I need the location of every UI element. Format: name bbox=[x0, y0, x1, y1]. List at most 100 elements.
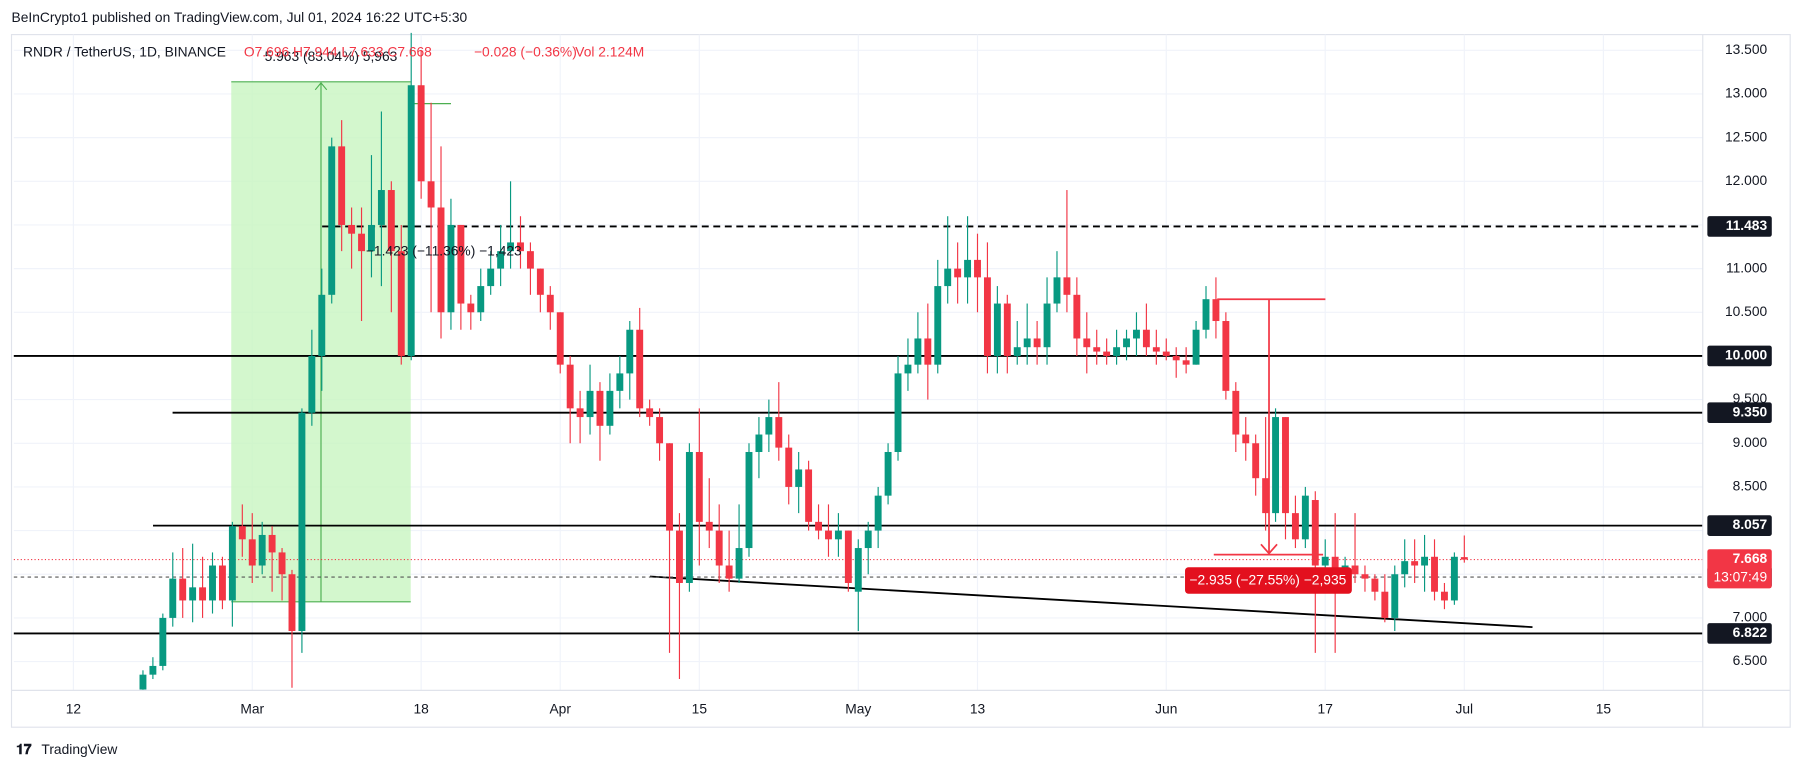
candle-body bbox=[1192, 329, 1200, 365]
candle-body bbox=[189, 587, 197, 601]
candle-body bbox=[427, 181, 435, 208]
candle-body bbox=[238, 526, 246, 540]
candle-body bbox=[616, 373, 624, 391]
level-label-box bbox=[1707, 345, 1772, 367]
candle-body bbox=[1431, 556, 1438, 592]
candle-body bbox=[437, 207, 445, 313]
candle-body bbox=[1083, 338, 1091, 348]
y-tick-label: 12.000 bbox=[1725, 173, 1768, 188]
last-price-box bbox=[1707, 549, 1772, 589]
candle-body bbox=[517, 242, 524, 252]
x-tick-label: Jul bbox=[1455, 702, 1473, 717]
candle-body bbox=[1073, 294, 1081, 339]
candle-body bbox=[974, 259, 981, 278]
candle-body bbox=[447, 224, 455, 313]
level-label: 9.350 bbox=[1733, 404, 1768, 419]
candle-body bbox=[755, 434, 763, 452]
candle-body bbox=[348, 224, 356, 234]
candle-body bbox=[169, 578, 177, 618]
level-label: 6.822 bbox=[1733, 625, 1768, 640]
candle-body bbox=[1401, 561, 1409, 575]
drop-arrow-head bbox=[1260, 543, 1278, 555]
y-tick-label: 13.000 bbox=[1725, 86, 1768, 101]
candle-body bbox=[1222, 321, 1230, 391]
candle-body bbox=[1142, 329, 1150, 348]
candle-body bbox=[944, 268, 952, 287]
candle-body bbox=[338, 146, 346, 225]
candle-body bbox=[725, 565, 733, 579]
candle-body bbox=[1351, 565, 1359, 575]
candle-body bbox=[785, 447, 793, 487]
candle-body bbox=[1232, 390, 1240, 435]
level-label-box bbox=[1707, 216, 1772, 237]
candle-body bbox=[526, 251, 534, 269]
candle-body bbox=[1212, 299, 1220, 322]
candle-body bbox=[576, 408, 584, 418]
x-tick-label: 12 bbox=[66, 702, 81, 717]
candle-body bbox=[805, 469, 813, 522]
y-tick-label: 7.000 bbox=[1733, 610, 1768, 625]
candle-body bbox=[159, 617, 167, 666]
candle-body bbox=[1252, 443, 1260, 479]
candle-body bbox=[546, 294, 554, 313]
last-price-label: 7.668 bbox=[1733, 551, 1768, 566]
candle-body bbox=[298, 412, 306, 632]
x-tick-label: 15 bbox=[1596, 702, 1612, 717]
change: −0.028 (−0.36%) bbox=[474, 45, 577, 60]
candle-body bbox=[1421, 556, 1429, 566]
candle-body bbox=[1272, 417, 1280, 514]
candle-body bbox=[844, 530, 852, 583]
candle-body bbox=[497, 251, 505, 269]
x-tick-label: Jun bbox=[1155, 702, 1177, 717]
published-note: BeInCrypto1 published on TradingView.com… bbox=[12, 10, 468, 25]
candle-body bbox=[1013, 347, 1021, 356]
candle-body bbox=[993, 303, 1001, 356]
candle-body bbox=[268, 534, 276, 553]
pullback-label: −1.423 (−11.36%) −1,423 bbox=[366, 244, 522, 259]
candle-body bbox=[964, 259, 972, 278]
candle-body bbox=[387, 190, 395, 252]
candle-body bbox=[457, 224, 465, 304]
candle-body bbox=[1162, 351, 1170, 356]
candle-body bbox=[795, 469, 803, 487]
y-tick-label: 11.000 bbox=[1726, 260, 1768, 275]
candle-body bbox=[1063, 277, 1071, 295]
candle-body bbox=[278, 552, 286, 575]
y-tick-label: 6.500 bbox=[1733, 653, 1768, 668]
candle-body bbox=[467, 303, 475, 313]
level-label-box bbox=[1707, 623, 1772, 644]
candle-body bbox=[358, 233, 365, 252]
candle-body bbox=[934, 286, 942, 365]
candle-body bbox=[825, 530, 832, 540]
candle-body bbox=[626, 329, 634, 374]
candle-body bbox=[1460, 557, 1468, 560]
candle-body bbox=[606, 390, 614, 426]
candle-body bbox=[715, 530, 723, 566]
candle-body bbox=[1361, 574, 1369, 579]
candle-body bbox=[735, 548, 743, 579]
candle-body bbox=[397, 251, 405, 356]
candle-body bbox=[1103, 351, 1111, 356]
candle-body bbox=[1301, 495, 1309, 540]
y-tick-label: 13.500 bbox=[1725, 42, 1768, 57]
level-label: 10.000 bbox=[1725, 348, 1768, 363]
candle-body bbox=[745, 451, 753, 549]
candle-body bbox=[487, 268, 495, 287]
drop-label: −2.935 (−27.55%) −2,935 bbox=[1189, 573, 1346, 588]
candle-body bbox=[1053, 277, 1061, 304]
level-label: 8.057 bbox=[1733, 517, 1768, 532]
candle-body bbox=[914, 338, 922, 365]
candle-body bbox=[894, 373, 902, 452]
candle-body bbox=[179, 578, 187, 601]
candle-body bbox=[586, 390, 594, 418]
candle-body bbox=[328, 146, 336, 295]
level-label-box bbox=[1707, 515, 1772, 536]
x-tick-label: 13 bbox=[970, 702, 986, 717]
candle-body bbox=[536, 268, 544, 295]
candle-body bbox=[1003, 303, 1011, 356]
candle-body bbox=[596, 390, 604, 426]
candle-body bbox=[1391, 574, 1399, 618]
candle-body bbox=[407, 85, 415, 356]
x-tick-label: Mar bbox=[240, 702, 264, 717]
